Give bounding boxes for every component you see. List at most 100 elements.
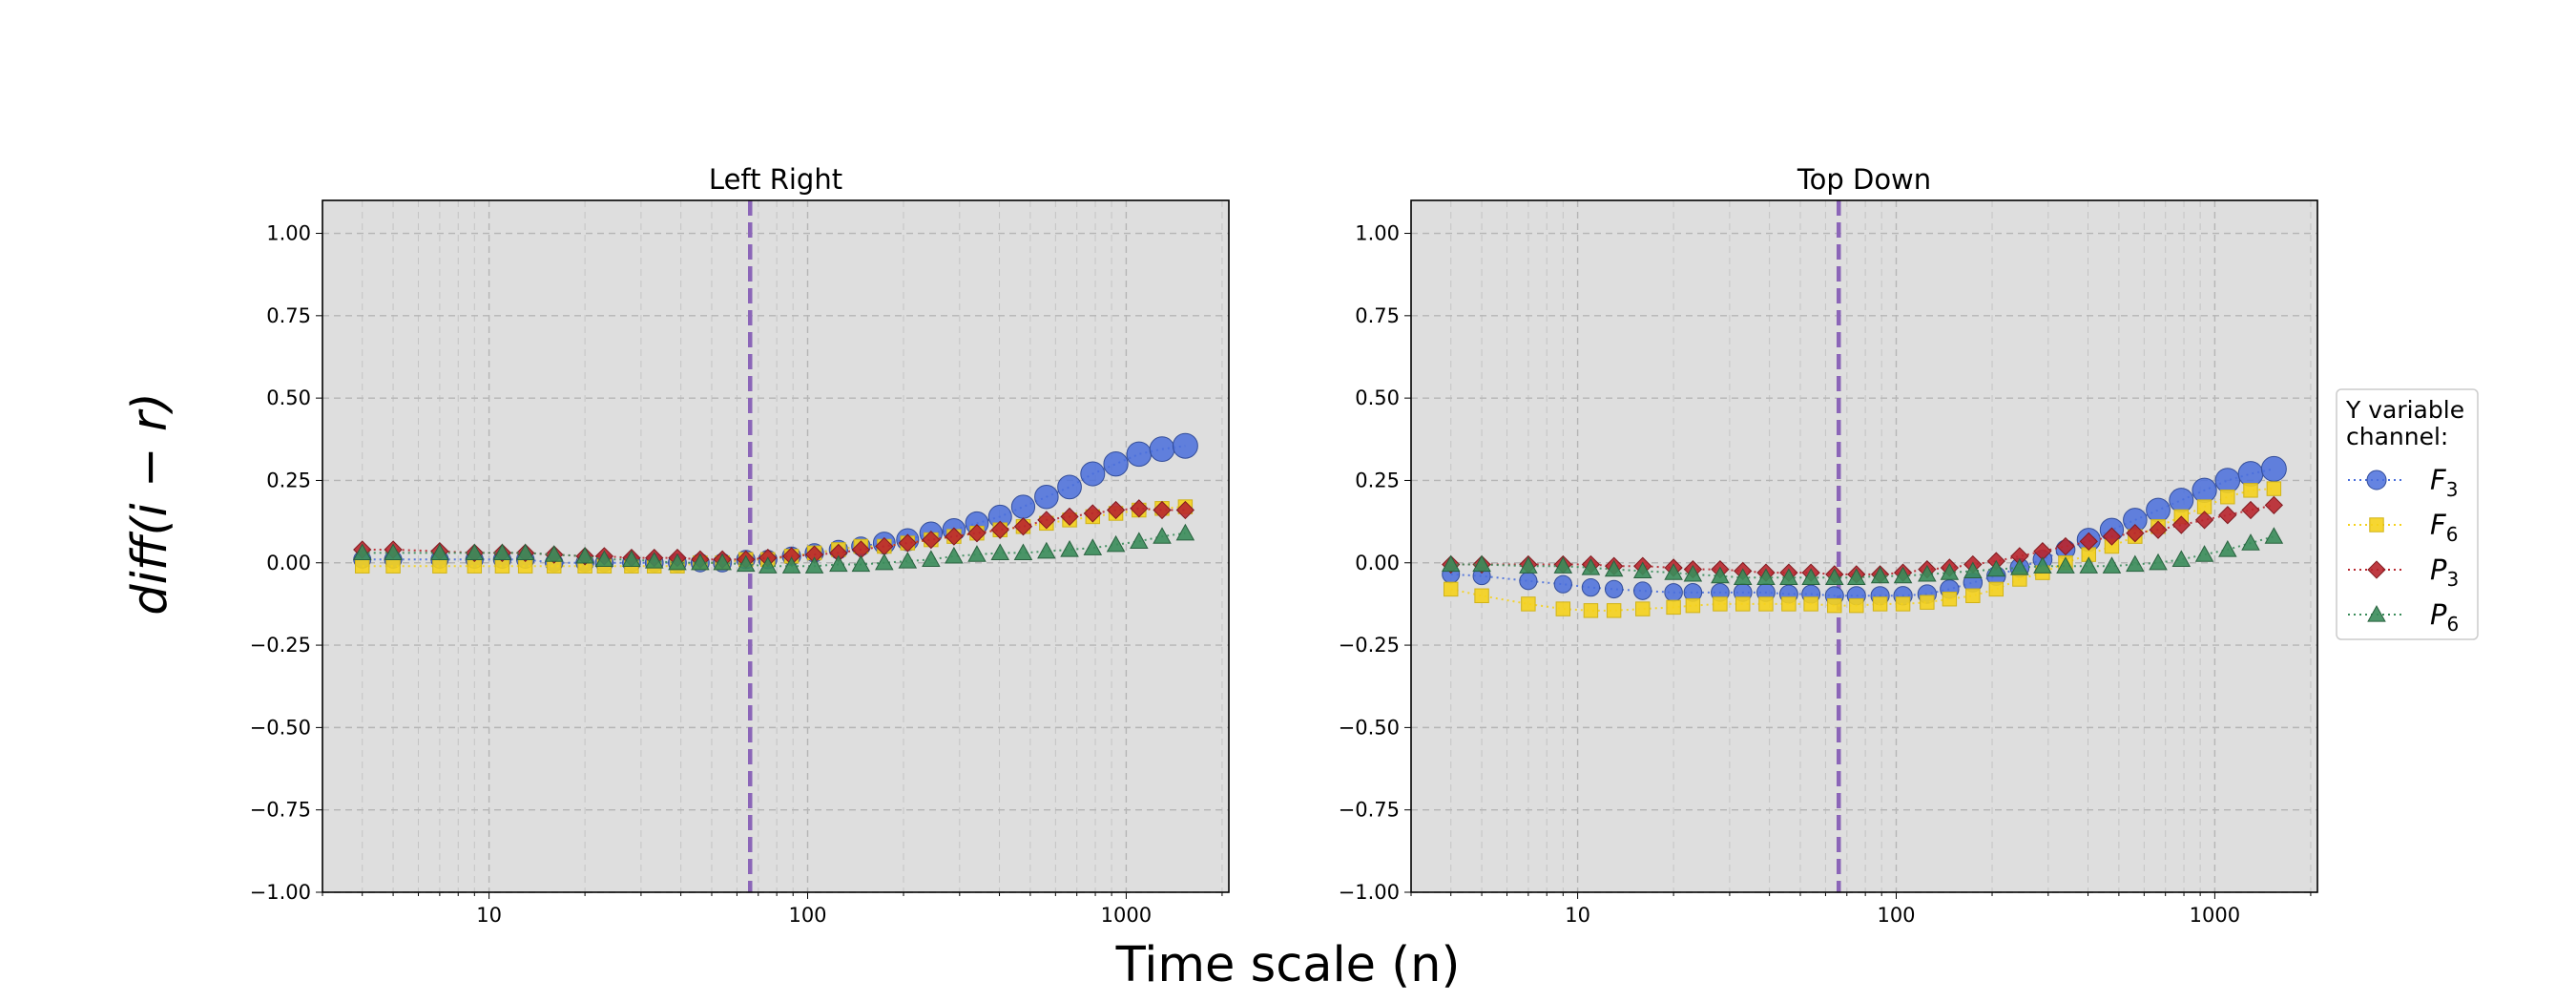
- data-point: [2260, 455, 2287, 482]
- series-line: [1450, 468, 2275, 597]
- data-point: [1604, 579, 1624, 599]
- data-point: [875, 553, 894, 571]
- data-point: [2102, 527, 2122, 546]
- data-point: [898, 533, 917, 553]
- legend-title-line2: channel:: [2346, 423, 2448, 450]
- data-point: [354, 558, 370, 574]
- data-point: [492, 543, 512, 561]
- data-point: [1827, 597, 1842, 614]
- legend-title-line1: Y variable: [2345, 396, 2464, 424]
- data-point: [1825, 568, 1844, 585]
- plot-frame: [322, 199, 1230, 893]
- y-axis-label: diff(i − r): [122, 392, 178, 615]
- data-point: [851, 554, 871, 573]
- data-point: [1986, 559, 2006, 577]
- data-point: [1803, 596, 1818, 612]
- data-point: [2220, 489, 2235, 505]
- y-tick-label: 1.00: [1355, 222, 1400, 245]
- data-point: [644, 552, 664, 569]
- data-point: [2264, 495, 2283, 514]
- data-point: [1037, 511, 1056, 530]
- data-point: [2171, 550, 2192, 567]
- data-point: [2146, 497, 2171, 523]
- data-point: [1474, 588, 1489, 604]
- data-point: [945, 527, 964, 546]
- data-point: [1153, 527, 1172, 544]
- data-point: [1735, 596, 1751, 612]
- data-point: [2264, 527, 2284, 544]
- legend-marker: [2367, 605, 2386, 622]
- data-point: [829, 554, 848, 573]
- data-point: [2214, 468, 2241, 493]
- data-point: [1870, 566, 1890, 584]
- y-tick-label: −0.50: [1339, 716, 1400, 739]
- data-point: [1519, 572, 1538, 591]
- data-point: [2126, 554, 2145, 573]
- panel-left-right: −1.00 −0.75 −0.50 −0.25 0.00 0.25 0.50 0.75 1.00…: [250, 163, 1230, 927]
- legend-label-subscript: 6: [2446, 523, 2459, 546]
- data-point: [1153, 500, 1172, 520]
- data-point: [2010, 557, 2029, 575]
- y-tick-label: −0.50: [250, 716, 311, 739]
- data-point: [922, 550, 941, 567]
- data-point: [1037, 541, 1056, 559]
- legend-label-subscript: 6: [2447, 613, 2460, 636]
- x-tick-label: 10: [476, 904, 502, 927]
- data-point: [1472, 554, 1491, 573]
- data-point: [1106, 500, 1126, 520]
- data-point: [804, 556, 824, 574]
- data-point: [2171, 515, 2191, 534]
- data-point: [1963, 561, 1983, 579]
- data-point: [1942, 592, 1958, 607]
- legend-label-subscript: 3: [2447, 568, 2460, 591]
- x-tick-label: 1000: [1101, 904, 1152, 927]
- data-point: [2033, 556, 2052, 574]
- data-point: [2237, 461, 2264, 487]
- data-point: [1940, 563, 1960, 580]
- data-point: [1581, 578, 1601, 597]
- series-line: [1450, 535, 2275, 579]
- data-point: [1149, 436, 1175, 463]
- data-point: [2149, 520, 2168, 539]
- data-point: [668, 553, 687, 571]
- data-point: [1685, 597, 1701, 614]
- x-tick-label: 100: [1877, 904, 1915, 927]
- data-point: [967, 545, 987, 562]
- legend-marker: [2367, 560, 2386, 579]
- data-point: [430, 543, 449, 561]
- data-point: [352, 543, 372, 561]
- data-point: [2218, 539, 2237, 557]
- data-point: [758, 556, 778, 574]
- y-tick-label: 0.25: [1355, 469, 1400, 491]
- data-point: [1683, 564, 1703, 582]
- data-point: [384, 543, 403, 561]
- data-point: [922, 530, 941, 550]
- data-point: [1172, 432, 1198, 459]
- data-point: [2079, 556, 2099, 574]
- plot-frame: [1410, 199, 2318, 893]
- data-point: [1175, 523, 1195, 541]
- data-point: [2241, 500, 2260, 520]
- data-point: [1060, 539, 1079, 557]
- series-line: [362, 532, 1186, 568]
- y-tick-label: 0.75: [266, 304, 311, 327]
- data-point: [1521, 596, 1536, 612]
- series-line: [1450, 504, 2275, 575]
- y-tick-label: 0.75: [1355, 304, 1400, 327]
- data-point: [1103, 451, 1129, 477]
- data-point: [2056, 556, 2075, 574]
- data-point: [1733, 568, 1753, 585]
- data-point: [1666, 599, 1681, 616]
- data-point: [2079, 532, 2098, 551]
- data-point: [1633, 581, 1652, 600]
- data-point: [1849, 597, 1864, 614]
- legend-marker: [2366, 470, 2387, 491]
- data-point: [465, 543, 485, 561]
- data-point: [1130, 499, 1149, 518]
- data-point: [2194, 511, 2214, 530]
- data-point: [2149, 553, 2168, 571]
- legend-label-subscript: 3: [2446, 478, 2459, 501]
- legend-frame: [2336, 388, 2479, 640]
- data-point: [1175, 500, 1195, 520]
